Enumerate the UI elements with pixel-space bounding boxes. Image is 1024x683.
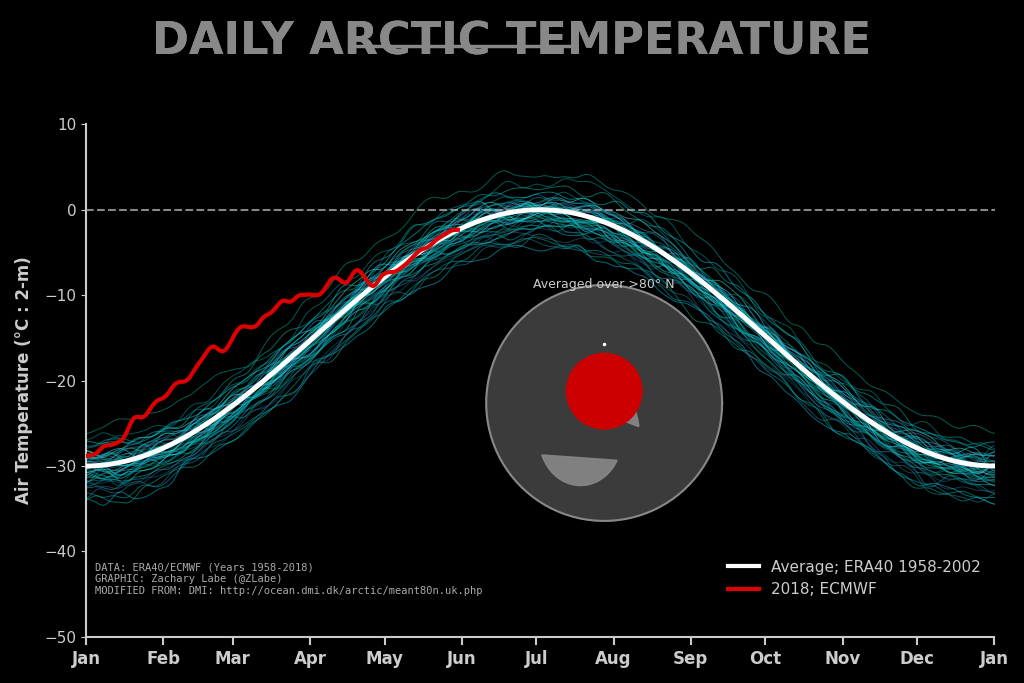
Legend: Average; ERA40 1958-2002, 2018; ECMWF: Average; ERA40 1958-2002, 2018; ECMWF <box>722 554 987 604</box>
Text: DAILY ARCTIC TEMPERATURE: DAILY ARCTIC TEMPERATURE <box>153 20 871 64</box>
Text: Averaged over >80° N: Averaged over >80° N <box>534 278 675 291</box>
Polygon shape <box>542 455 617 486</box>
Y-axis label: Air Temperature (°C : 2-m): Air Temperature (°C : 2-m) <box>15 257 33 505</box>
Text: DATA: ERA40/ECMWF (Years 1958-2018)
GRAPHIC: Zachary Labe (@ZLabe)
MODIFIED FROM: DATA: ERA40/ECMWF (Years 1958-2018) GRAP… <box>95 563 482 596</box>
Polygon shape <box>575 379 639 427</box>
Circle shape <box>566 353 642 429</box>
Text: DAILY ARCTIC TEMPERATURE: DAILY ARCTIC TEMPERATURE <box>153 20 871 64</box>
Polygon shape <box>486 285 722 521</box>
